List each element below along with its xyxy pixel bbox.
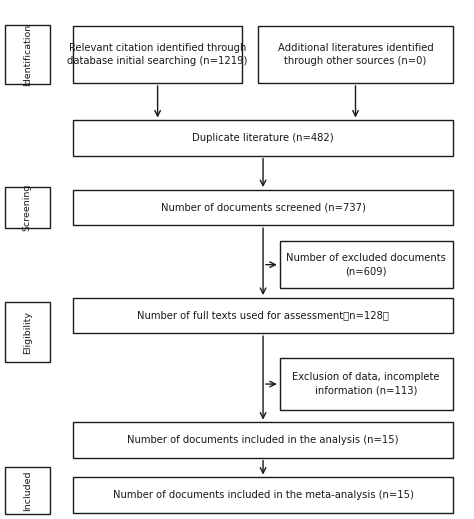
Text: Additional literatures identified
through other sources (n=0): Additional literatures identified throug… (278, 43, 433, 66)
Text: Identification: Identification (23, 23, 32, 86)
Text: Included: Included (23, 470, 32, 511)
Text: Number of documents included in the analysis (n=15): Number of documents included in the anal… (128, 435, 399, 445)
Text: Number of documents included in the meta-analysis (n=15): Number of documents included in the meta… (113, 490, 413, 500)
Text: Number of full texts used for assessment（n=128）: Number of full texts used for assessment… (137, 310, 389, 321)
Text: Duplicate literature (n=482): Duplicate literature (n=482) (192, 133, 334, 143)
Text: Eligibility: Eligibility (23, 311, 32, 353)
FancyBboxPatch shape (5, 467, 50, 514)
Text: Relevant citation identified through
database initial searching (n=1219): Relevant citation identified through dat… (67, 43, 248, 66)
FancyBboxPatch shape (73, 190, 453, 225)
FancyBboxPatch shape (5, 24, 50, 84)
FancyBboxPatch shape (5, 187, 50, 228)
FancyBboxPatch shape (73, 26, 242, 83)
FancyBboxPatch shape (73, 298, 453, 333)
FancyBboxPatch shape (258, 26, 453, 83)
FancyBboxPatch shape (73, 422, 453, 458)
Text: Screening: Screening (23, 184, 32, 231)
Text: Number of documents screened (n=737): Number of documents screened (n=737) (161, 202, 365, 213)
Text: Number of excluded documents
(n=609): Number of excluded documents (n=609) (286, 253, 446, 276)
FancyBboxPatch shape (280, 241, 453, 288)
FancyBboxPatch shape (280, 358, 453, 410)
Text: Exclusion of data, incomplete
information (n=113): Exclusion of data, incomplete informatio… (292, 373, 440, 395)
FancyBboxPatch shape (5, 302, 50, 362)
FancyBboxPatch shape (73, 477, 453, 513)
FancyBboxPatch shape (73, 120, 453, 156)
